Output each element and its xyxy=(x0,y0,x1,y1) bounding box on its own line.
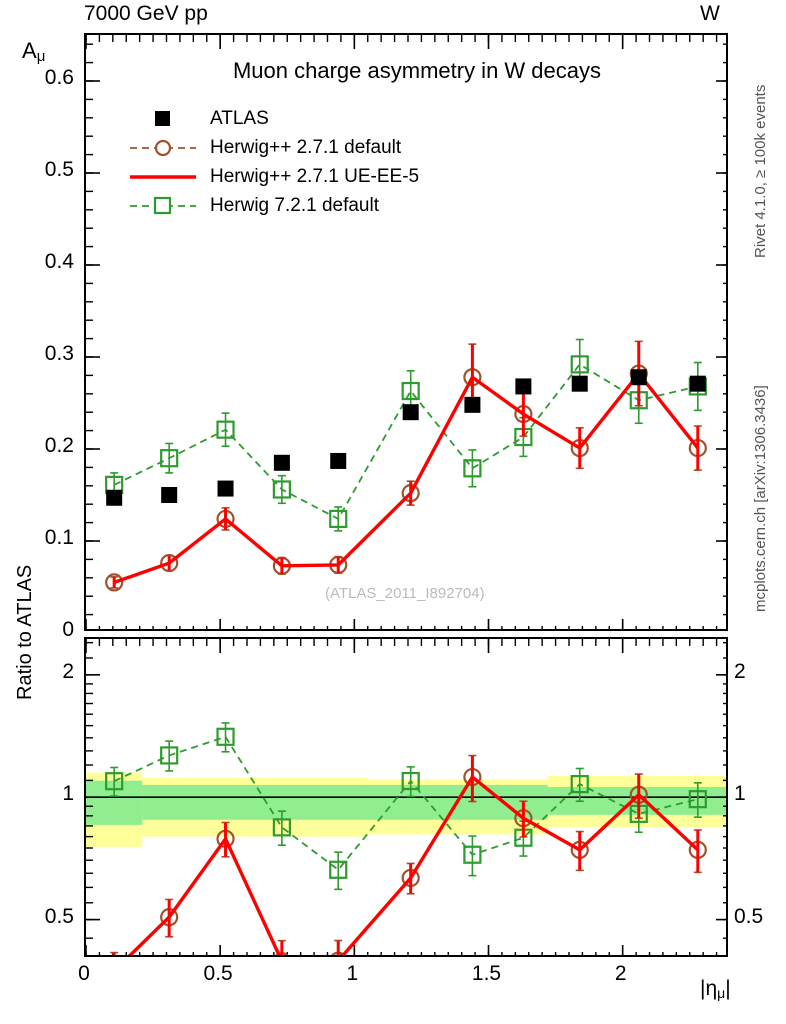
legend-item: ATLAS xyxy=(130,104,419,133)
beam-energy-label: 7000 GeV pp xyxy=(84,2,208,25)
series-herwigpp-ueee5-main xyxy=(112,341,700,588)
marker-square-filled xyxy=(689,375,706,392)
legend-key-icon xyxy=(155,110,170,126)
y-tick-label-main: 0.2 xyxy=(44,434,74,457)
legend-label: ATLAS xyxy=(210,107,269,129)
marker-square-open xyxy=(160,746,179,765)
marker-square-filled xyxy=(402,404,419,421)
series-herwigpp-ueee5-ratio xyxy=(112,755,700,955)
marker-square-filled xyxy=(515,378,532,395)
marker-square-open xyxy=(216,420,235,439)
legend-key xyxy=(130,138,196,158)
y-tick-label-main: 0.5 xyxy=(44,158,74,181)
series-herwig721-ratio xyxy=(105,722,707,891)
marker-square-filled xyxy=(217,480,234,497)
legend-key xyxy=(130,167,196,187)
ratio-plot-panel xyxy=(84,637,728,957)
y-tick-label-main: 0 xyxy=(62,618,74,641)
marker-square-open xyxy=(329,860,348,879)
y-axis-ticks xyxy=(86,43,726,616)
main-plot-panel xyxy=(84,33,728,631)
legend-item: Herwig 7.2.1 default xyxy=(130,191,419,220)
y-axis-ticks xyxy=(86,641,726,939)
x-axis-label: |ημ| xyxy=(700,977,731,1001)
y-tick-label-ratio-right: 0.5 xyxy=(734,904,764,928)
marker-square-filled xyxy=(630,369,647,386)
legend-label: Herwig++ 2.7.1 default xyxy=(210,136,402,158)
mcplots-source-caption: mcplots.cern.ch [arXiv:1306.3436] xyxy=(752,385,769,612)
legend-key xyxy=(130,109,196,129)
process-label: W xyxy=(700,2,720,25)
marker-square-filled xyxy=(273,454,290,471)
plot-title: Muon charge asymmetry in W decays xyxy=(232,58,602,83)
marker-square-open xyxy=(272,818,291,837)
analysis-id-watermark: (ATLAS_2011_I892704) xyxy=(325,585,485,602)
y-tick-label-ratio: 0.5 xyxy=(44,904,74,928)
legend-key-icon xyxy=(130,139,196,156)
marker-square-open xyxy=(160,449,179,468)
series-line xyxy=(127,774,699,955)
marker-square-open xyxy=(463,459,482,478)
legend-marker-square-open xyxy=(153,196,172,214)
legend-item: Herwig++ 2.7.1 default xyxy=(130,133,419,162)
y-axis-label-main: Aμ xyxy=(22,38,46,65)
y-tick-label-ratio: 1 xyxy=(62,782,74,806)
marker-square-open xyxy=(570,355,589,374)
marker-square-open xyxy=(272,480,291,499)
marker-circle-open xyxy=(105,573,124,592)
marker-circle-open xyxy=(160,553,179,573)
marker-square-open xyxy=(329,509,348,529)
marker-square-filled xyxy=(330,452,347,469)
legend-label: Herwig++ 2.7.1 UE-EE-5 xyxy=(210,165,420,187)
series-atlas-main xyxy=(106,369,706,506)
x-tick-label: 0 xyxy=(78,962,90,985)
x-tick-label: 1.5 xyxy=(471,962,502,985)
y-tick-label-ratio: 2 xyxy=(62,659,74,683)
marker-square-open xyxy=(570,775,589,794)
y-tick-label-ratio-right: 2 xyxy=(734,659,746,683)
y-tick-label-main: 0.3 xyxy=(44,342,74,365)
y-tick-label-main: 0.1 xyxy=(44,526,74,549)
legend-item: Herwig++ 2.7.1 UE-EE-5 xyxy=(130,162,419,191)
marker-square-open xyxy=(216,727,235,746)
ratio-band-inner xyxy=(142,784,548,820)
rivet-version-caption: Rivet 4.1.0, ≥ 100k events xyxy=(752,84,769,258)
marker-square-open xyxy=(401,771,420,791)
series-line xyxy=(113,363,699,521)
x-tick-label: 0.5 xyxy=(203,962,233,985)
x-tick-label: 1 xyxy=(346,962,359,985)
legend-key-icon xyxy=(130,196,196,214)
legend-key xyxy=(130,196,196,216)
y-tick-label-main: 0.6 xyxy=(44,66,74,89)
marker-square-filled xyxy=(106,489,123,506)
legend-key-icon xyxy=(130,174,196,179)
legend: ATLAS Herwig++ 2.7.1 default Herwig++ 2.7.… xyxy=(130,104,419,220)
marker-square-filled xyxy=(571,375,588,392)
marker-square-open xyxy=(105,772,124,791)
marker-square-filled xyxy=(464,396,481,413)
legend-label: Herwig 7.2.1 default xyxy=(210,194,379,216)
marker-square-open xyxy=(463,845,482,864)
y-tick-label-ratio-right: 1 xyxy=(734,782,746,806)
marker-square-open xyxy=(688,790,707,809)
legend-marker-circle-open xyxy=(154,139,172,156)
x-axis-ticks xyxy=(86,35,718,629)
marker-square-open xyxy=(401,381,420,401)
x-tick-label: 2 xyxy=(614,962,627,985)
y-tick-label-main: 0.4 xyxy=(44,250,74,273)
legend-marker-square-filled xyxy=(155,110,170,126)
marker-square-filled xyxy=(161,487,178,503)
